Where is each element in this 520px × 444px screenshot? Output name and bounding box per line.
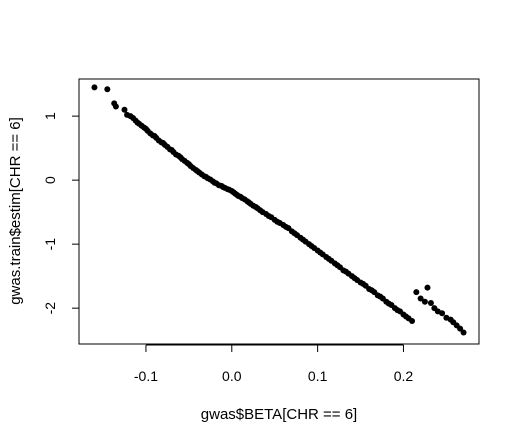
y-tick-label: -2 <box>42 302 58 315</box>
x-axis: -0.1 0.0 0.1 0.2 <box>134 344 414 384</box>
x-tick-label: 0.2 <box>394 368 414 384</box>
data-point <box>424 284 431 291</box>
y-tick-label: 1 <box>42 112 58 120</box>
y-tick-label: 0 <box>42 176 58 184</box>
data-point <box>460 329 467 336</box>
x-tick-label: -0.1 <box>134 368 158 384</box>
y-axis-label: gwas.train$estim[CHR == 6] <box>7 117 24 305</box>
data-point <box>413 289 420 296</box>
x-tick-label: 0.0 <box>222 368 242 384</box>
data-point <box>417 295 424 302</box>
data-point <box>112 103 119 110</box>
data-point <box>91 84 98 91</box>
data-point <box>121 106 128 113</box>
y-axis: 1 0 -1 -2 <box>42 112 80 315</box>
x-tick-label: 0.1 <box>308 368 328 384</box>
data-point <box>104 86 111 93</box>
data-point <box>409 317 416 324</box>
plot-frame <box>78 78 480 345</box>
data-point <box>439 310 446 317</box>
y-tick-label: -1 <box>42 238 58 251</box>
data-point <box>427 300 434 307</box>
data-point <box>421 298 428 305</box>
data-points <box>91 84 467 336</box>
x-axis-label: gwas$BETA[CHR == 6] <box>201 406 357 423</box>
data-point <box>457 325 464 332</box>
